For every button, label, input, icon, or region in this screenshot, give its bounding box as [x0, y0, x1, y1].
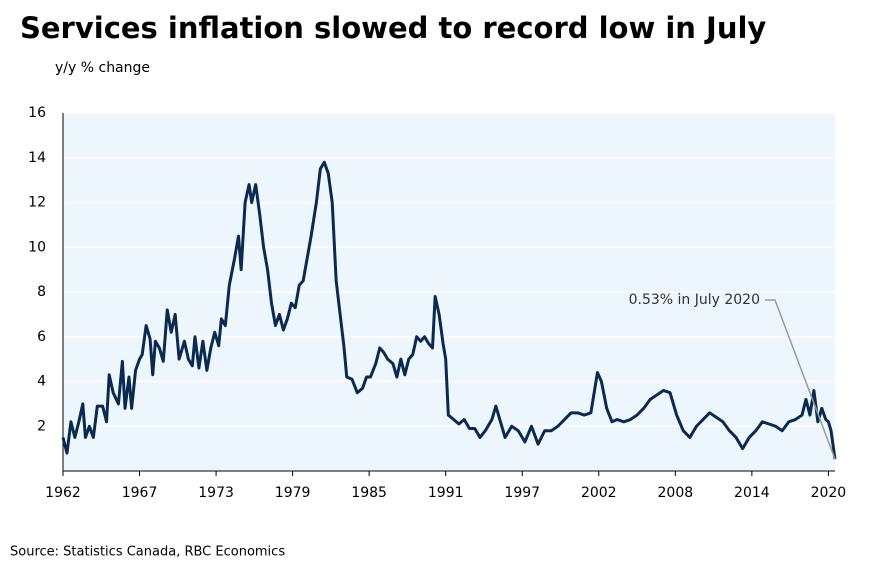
y-tick-label: 16: [28, 105, 46, 121]
annotation-leader: [765, 299, 836, 460]
x-tick-label: 1991: [428, 485, 464, 501]
y-axis-label: y/y % change: [55, 60, 150, 76]
x-tick-label: 2002: [581, 485, 617, 501]
y-tick-label: 14: [28, 150, 46, 166]
annotation: 0.53% in July 2020: [629, 292, 760, 308]
x-tick-label: 2020: [811, 485, 847, 501]
y-tick-label: 4: [37, 374, 46, 390]
x-tick-label: 1967: [122, 485, 158, 501]
x-tick-label: 1979: [275, 485, 311, 501]
x-tick-label: 2014: [734, 485, 770, 501]
x-tick-label: 1973: [198, 485, 234, 501]
source-note: Source: Statistics Canada, RBC Economics: [10, 545, 285, 560]
x-tick-label: 1985: [351, 485, 387, 501]
y-tick-label: 10: [28, 239, 46, 255]
y-tick-label: 2: [37, 418, 46, 434]
y-tick-label: 12: [28, 195, 46, 211]
x-tick-label: 2008: [658, 485, 694, 501]
chart-title: Services inflation slowed to record low …: [20, 11, 766, 45]
data-line: [61, 160, 837, 460]
y-tick-label: 6: [37, 329, 46, 345]
x-tick-label: 1962: [45, 485, 81, 501]
x-tick-label: 1997: [504, 485, 540, 501]
y-tick-label: 8: [37, 284, 46, 300]
